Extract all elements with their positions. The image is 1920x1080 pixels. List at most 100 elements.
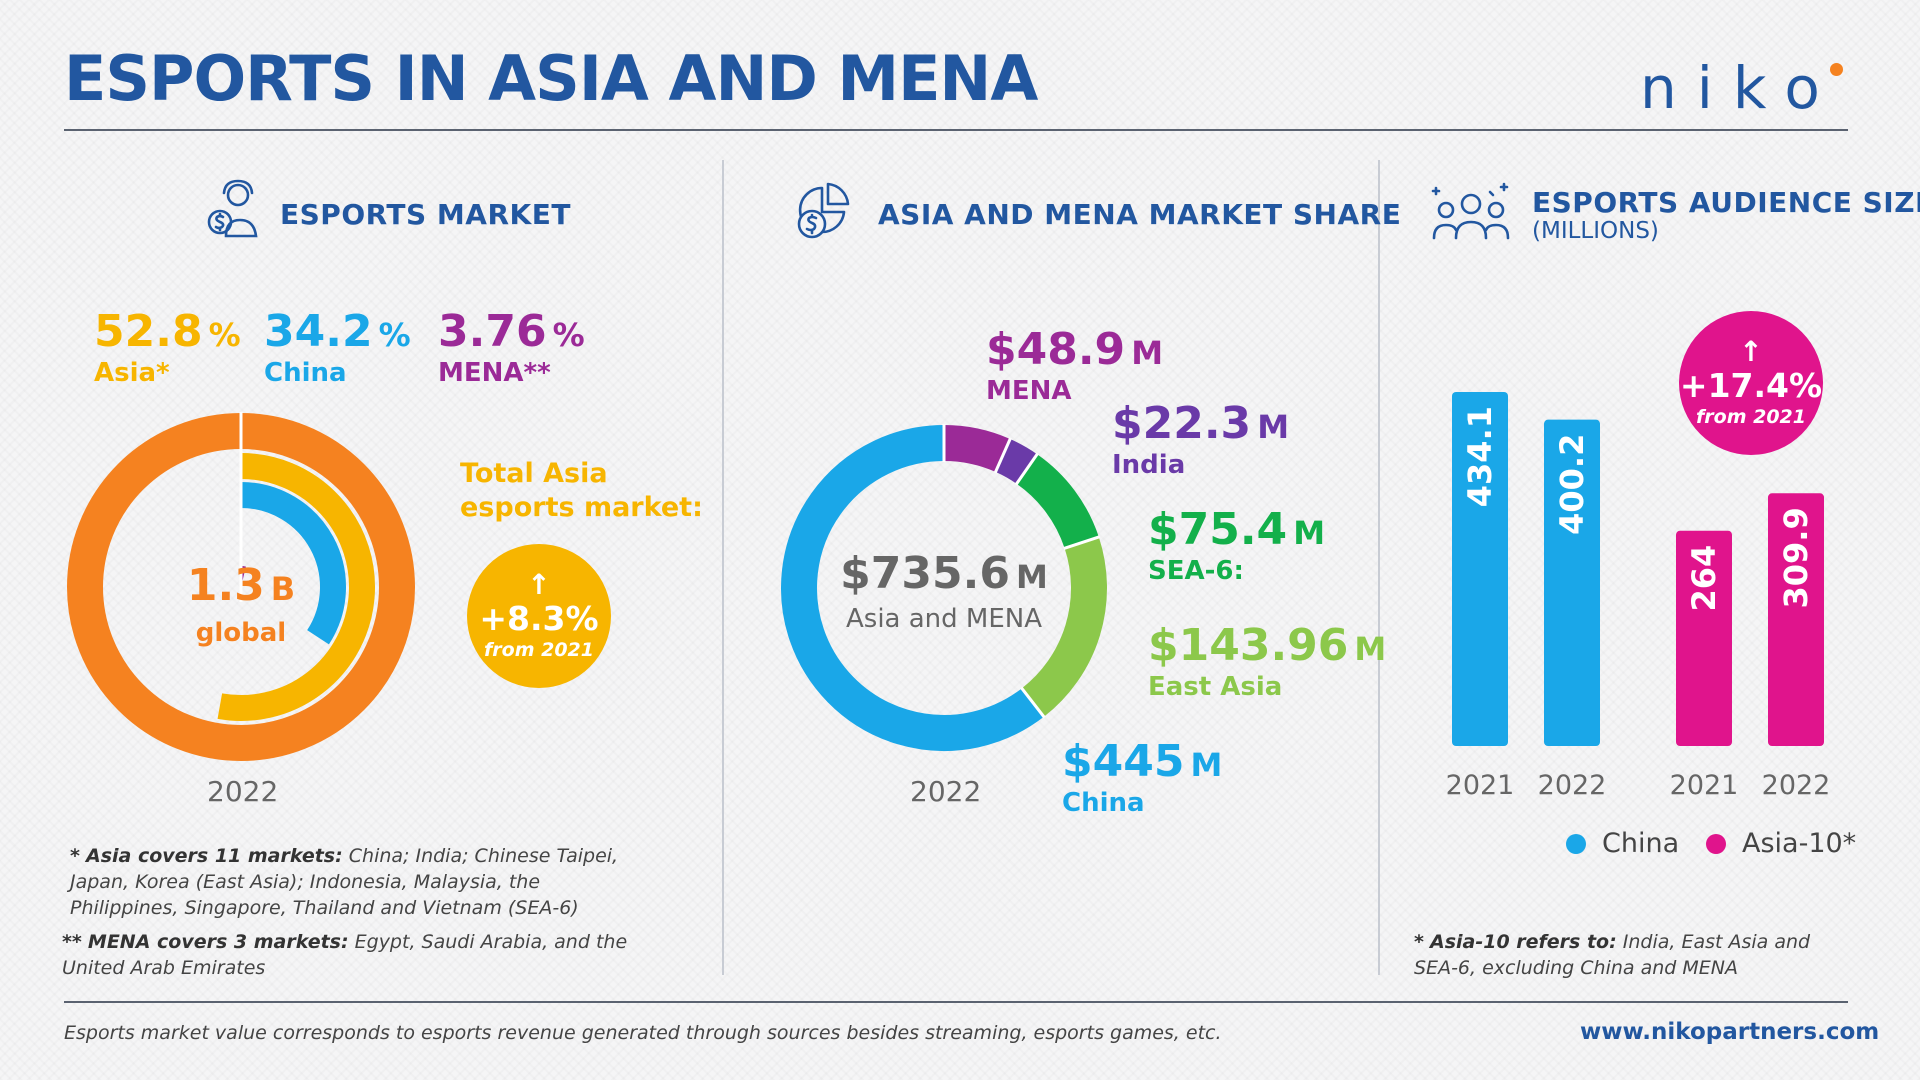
- share-slice-gap: [993, 437, 1012, 474]
- market-growth-value: +8.3%: [479, 599, 599, 638]
- legend-asia10-swatch: [1706, 833, 1726, 854]
- share-label-unit: M: [1131, 334, 1164, 372]
- share-label-number: $143.96: [1148, 620, 1349, 671]
- share-label-number: $22.3: [1112, 398, 1252, 449]
- share-label-unit: M: [1257, 408, 1290, 446]
- bar-china-2022: [1544, 419, 1600, 746]
- share-label-value: $445 M: [1062, 736, 1222, 787]
- note-asia10: * Asia-10 refers to: India, East Asia an…: [1414, 929, 1834, 981]
- note-mena: ** MENA covers 3 markets: Egypt, Saudi A…: [62, 929, 632, 981]
- column-divider-1: [722, 160, 724, 975]
- share-center-label: Asia and MENA: [845, 604, 1043, 634]
- legend-china-swatch: [1566, 833, 1586, 854]
- legend-china-label: China: [1602, 828, 1680, 859]
- share-label-number: $48.9: [986, 324, 1126, 375]
- share-label-unit: M: [1190, 746, 1223, 784]
- audience-growth-value: +17.4%: [1679, 366, 1823, 405]
- audience-group-icon: [1431, 182, 1510, 240]
- market-donut-chart: [67, 412, 415, 761]
- note-asia-text: China; India; Chinese Taipei, Japan, Kor…: [70, 845, 619, 919]
- bar-value-label: 434.1: [1461, 406, 1499, 507]
- bar-asia10-2021: [1676, 530, 1732, 746]
- share-center: $735.6 M: [794, 548, 1094, 599]
- market-person-dollar-icon: [207, 179, 258, 238]
- market-stat-unit: %: [378, 316, 411, 354]
- pie-dollar-icon: [797, 182, 850, 239]
- market-stat-china-label: China: [264, 358, 347, 388]
- audience-growth-sub: from 2021: [1696, 406, 1806, 428]
- legend-asia10-label: Asia-10*: [1742, 828, 1857, 859]
- share-label-name: China: [1062, 788, 1145, 818]
- audience-section-subtitle: (MILLIONS): [1532, 218, 1659, 244]
- share-label-name: India: [1112, 450, 1186, 480]
- market-center: 1.3 B: [166, 560, 316, 611]
- share-slice-mena: [943, 425, 1011, 473]
- arrow-up-icon: ↑: [1739, 335, 1763, 368]
- share-label-name: SEA-6:: [1148, 556, 1244, 586]
- share-label-number: $75.4: [1148, 504, 1288, 555]
- share-slice-india: [995, 439, 1038, 484]
- share-section-title: ASIA AND MENA MARKET SHARE: [878, 198, 1402, 231]
- note-asia-mark: *: [70, 845, 80, 867]
- audience-growth-badge: ↑ +17.4% from 2021: [1679, 311, 1823, 455]
- note-asia: * Asia covers 11 markets: China; India; …: [70, 843, 630, 921]
- share-slice-gap: [1063, 535, 1101, 550]
- market-stat-number: 34.2: [264, 306, 373, 357]
- note-mena-bold: MENA covers 3 markets:: [87, 931, 349, 953]
- note-asia10-bold: Asia-10 refers to:: [1429, 931, 1617, 953]
- total-asia-label-line2: esports market:: [460, 492, 703, 523]
- audience-section-title: ESPORTS AUDIENCE SIZE: [1532, 186, 1920, 219]
- share-label-value: $75.4 M: [1148, 504, 1325, 555]
- arrow-up-icon: ↑: [527, 568, 551, 601]
- total-asia-label-line1: Total Asia: [460, 458, 608, 489]
- share-slice-gap: [1014, 452, 1039, 486]
- note-asia10-text: India, East Asia and SEA-6, excluding Ch…: [1414, 931, 1811, 979]
- bar-value-label: 400.2: [1553, 434, 1591, 535]
- bar-year-label: 2022: [1762, 770, 1831, 801]
- market-growth-sub: from 2021: [484, 639, 594, 661]
- share-label-unit: M: [1354, 630, 1387, 668]
- header-divider: [64, 129, 1848, 131]
- share-label-value: $48.9 M: [986, 324, 1163, 375]
- bar-value-label: 309.9: [1777, 507, 1815, 608]
- market-section-title: ESPORTS MARKET: [280, 198, 571, 231]
- share-year: 2022: [910, 775, 982, 808]
- page-title: ESPORTS IN ASIA AND MENA: [64, 42, 1038, 115]
- market-stat-mena-value: 3.76%: [438, 306, 585, 357]
- share-label-unit: M: [1293, 514, 1326, 552]
- note-asia10-mark: *: [1414, 931, 1424, 953]
- market-stat-number: 3.76: [438, 306, 547, 357]
- footer-divider: [64, 1001, 1848, 1003]
- share-slice-east-asia: [1021, 536, 1107, 717]
- market-growth-badge: ↑ +8.3% from 2021: [467, 544, 611, 688]
- note-mena-text: Egypt, Saudi Arabia, and the United Arab…: [62, 931, 628, 979]
- market-stat-unit: %: [208, 316, 241, 354]
- niko-logo: niko: [1640, 54, 1840, 122]
- note-asia-bold: Asia covers 11 markets:: [85, 845, 343, 867]
- bar-year-label: 2021: [1670, 770, 1739, 801]
- share-label-name: East Asia: [1148, 672, 1283, 702]
- market-stat-unit: %: [552, 316, 585, 354]
- market-ring-asia: [217, 453, 375, 721]
- market-center-value: 1.3: [186, 560, 265, 611]
- share-center-value: $735.6: [840, 548, 1010, 599]
- note-mena-mark: **: [62, 931, 82, 953]
- market-center-label: global: [195, 618, 287, 648]
- market-stat-number: 52.8: [94, 306, 203, 357]
- bar-value-label: 264: [1685, 545, 1723, 612]
- share-label-value: $143.96 M: [1148, 620, 1386, 671]
- legend-china: China: [1566, 828, 1679, 859]
- legend-asia10: Asia-10*: [1706, 828, 1856, 859]
- footer-url-link[interactable]: www.nikopartners.com: [1580, 1019, 1880, 1045]
- market-stat-asia-label: Asia*: [94, 358, 170, 388]
- bar-year-label: 2022: [1538, 770, 1607, 801]
- audience-bar-chart: 434.1 2021 400.2 2022 264 2021 309.9 2022: [1446, 392, 1831, 801]
- bar-asia10-2022: [1768, 493, 1824, 746]
- share-center-unit: M: [1015, 558, 1048, 596]
- share-slice-gap: [1020, 686, 1046, 719]
- market-ring-china: [240, 482, 346, 645]
- share-label-number: $445: [1062, 736, 1185, 787]
- bar-year-label: 2021: [1446, 770, 1515, 801]
- share-slice-sea-6: [1016, 454, 1099, 549]
- share-slice-china: [781, 425, 1044, 751]
